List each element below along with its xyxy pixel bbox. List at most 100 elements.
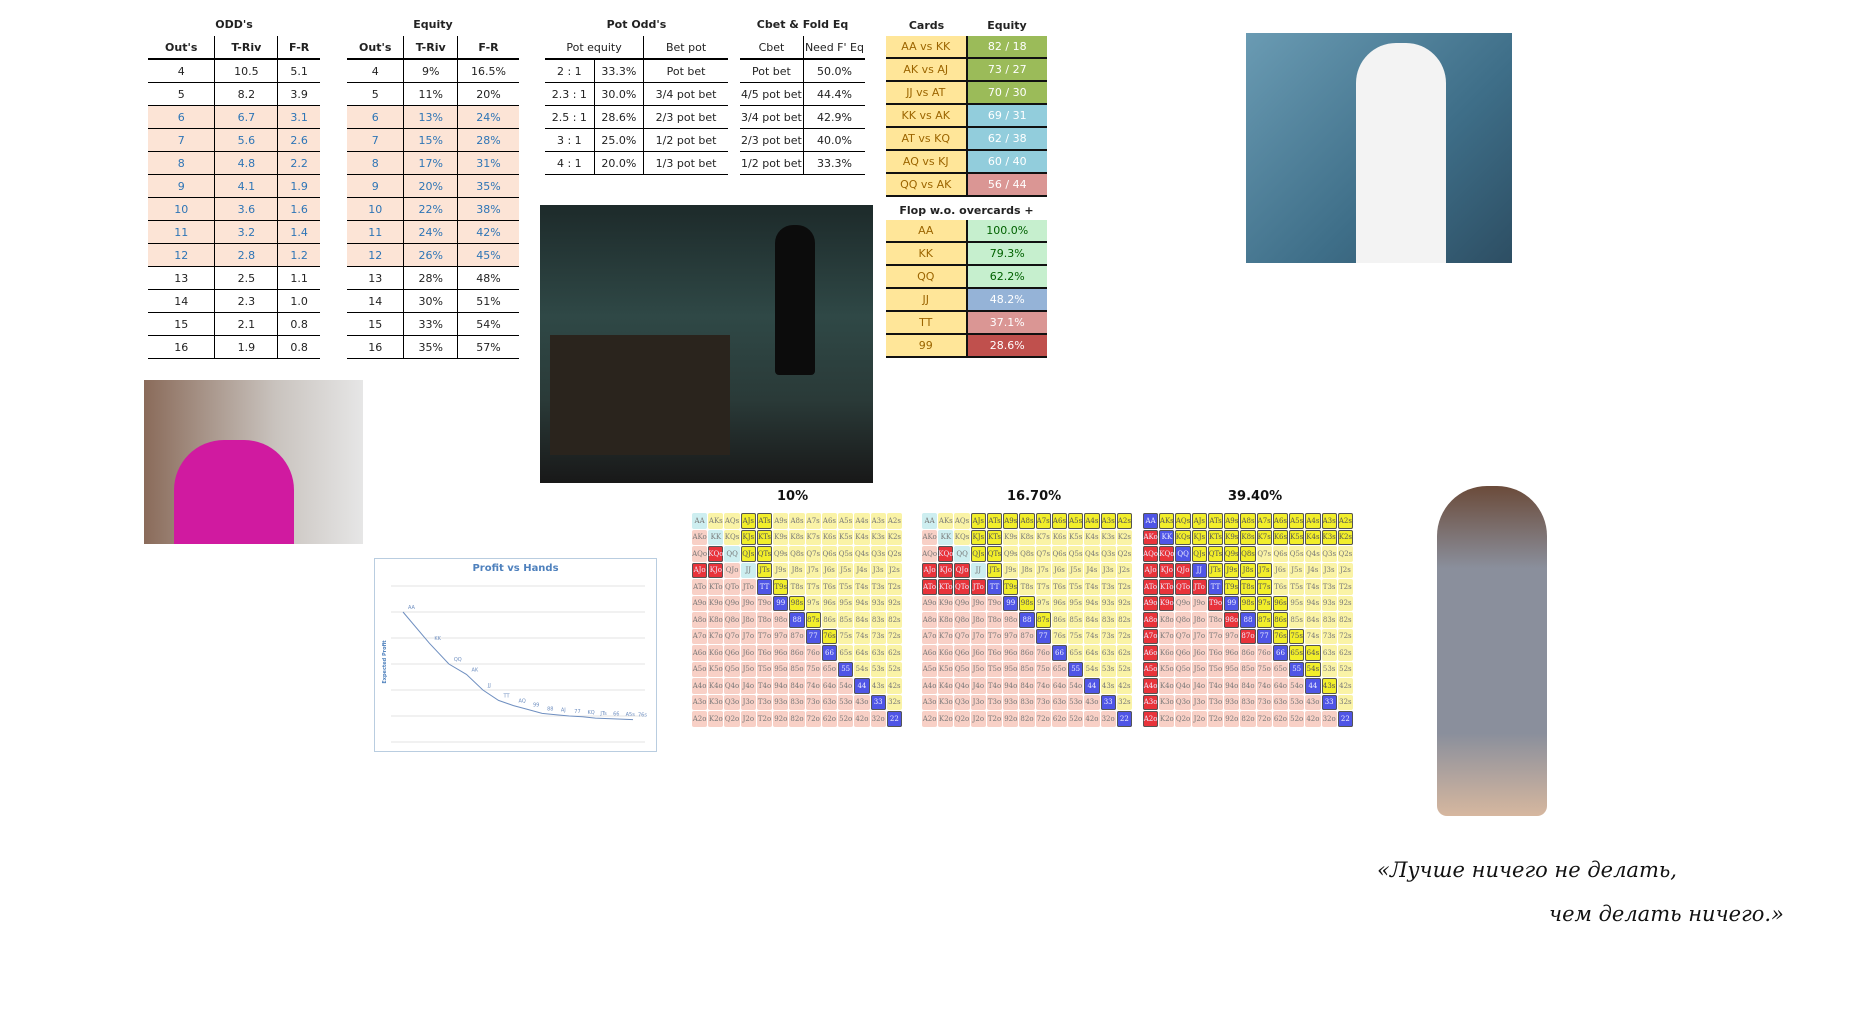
table-row: JJ vs AT 70 / 30 [886, 81, 1047, 105]
hand-cell: 64o [1051, 678, 1068, 694]
hand-cell: T8s [789, 579, 805, 595]
hand-cell: T4s [854, 579, 870, 595]
hand-cell: J5o [970, 661, 986, 677]
hand-cell: T4s [1084, 579, 1100, 595]
hand-cell: 99 [773, 595, 789, 611]
hand-cell: QJo [954, 562, 970, 578]
table-cell: 33.3% [593, 59, 644, 83]
hand-cell: 84o [1019, 678, 1035, 694]
hand-cell: Q5o [1175, 661, 1191, 677]
table-cell: 14 [347, 289, 404, 313]
hand-cell: 87o [789, 628, 805, 644]
hand-cell: Q4s [1305, 546, 1321, 562]
hand-cell: Q7o [724, 628, 740, 644]
table-row: 3/4 pot bet 42.9% [740, 105, 865, 129]
table-cell: 8.2 [214, 82, 278, 106]
hand-cell: A7o [1143, 628, 1159, 644]
hand-cell: A3o [1143, 694, 1159, 710]
hand-cell: T6o [1207, 645, 1224, 661]
hand-cell: ATo [692, 579, 708, 595]
hand-cell: Q2s [1337, 546, 1353, 562]
table-cell: 2.5 : 1 [545, 105, 595, 129]
hand-cell: 94o [1224, 678, 1240, 694]
hand-cell: 62s [1116, 645, 1132, 661]
hand-cell: AJs [970, 513, 986, 529]
hand-cell: T5s [1068, 579, 1084, 595]
hand-cell: T9s [1224, 579, 1240, 595]
point-label: JTs [599, 711, 607, 717]
hand-cell: 77 [1035, 628, 1051, 644]
hand-cell: JJ [1191, 562, 1207, 578]
hand-cell: T2o [986, 711, 1003, 727]
hand-cell: 53s [1100, 661, 1116, 677]
hand-cell: ATo [922, 579, 938, 595]
table-cell: 33% [403, 312, 458, 336]
hand-cell: T8s [1240, 579, 1256, 595]
header-row: Pot equity Bet pot [545, 36, 728, 60]
hand-cell: Q2o [954, 711, 970, 727]
hand-cell: A9o [922, 595, 938, 611]
hand-cell: 55 [1068, 661, 1084, 677]
hand-cell: 76s [1272, 628, 1289, 644]
table-cell: 3.2 [214, 220, 278, 244]
hand-cell: K2s [1116, 529, 1132, 545]
table-cell: 16 [347, 335, 404, 359]
hand-cell: 32s [1116, 694, 1132, 710]
hand-cell: K4s [854, 529, 870, 545]
hand-cell: T5o [756, 661, 773, 677]
hand-cell: AJo [1143, 562, 1159, 578]
hand-cell: 77 [805, 628, 821, 644]
hand-cell: 98s [1240, 595, 1256, 611]
table-cell: 42.9% [802, 105, 865, 129]
column-header: Cbet [740, 36, 804, 60]
hand-cell: Q5o [724, 661, 740, 677]
hand-cell: 94s [1084, 595, 1100, 611]
hand-cell: JTs [986, 562, 1003, 578]
hand-cell: Q3o [724, 694, 740, 710]
hand-cell: KTs [986, 529, 1003, 545]
table-row: 2.3 : 1 30.0% 3/4 pot bet [545, 82, 728, 106]
table-row: 15 33% 54% [347, 312, 519, 336]
table-row: 12 26% 45% [347, 243, 519, 267]
table-row: 14 30% 51% [347, 289, 519, 313]
table-cell: 3/4 pot bet [740, 105, 804, 129]
table-cell: 2.1 [214, 312, 278, 336]
hand-cell: ATs [986, 513, 1003, 529]
cards-cell: TT [886, 311, 967, 335]
hand-cell: T8o [756, 612, 773, 628]
cbet-title: Cbet & Fold Eq [756, 18, 849, 31]
table-cell: 1.2 [277, 243, 320, 267]
hand-cell: T9o [1207, 595, 1224, 611]
hand-cell: T7s [805, 579, 821, 595]
hand-cell: A8s [1019, 513, 1035, 529]
table-row: 2.5 : 1 28.6% 2/3 pot bet [545, 105, 728, 129]
table-row: 6 6.7 3.1 [148, 105, 320, 129]
table-cell: 7 [347, 128, 404, 152]
point-label: AQ [519, 699, 526, 705]
hand-cell: J9s [773, 562, 789, 578]
hand-cell: Q4o [724, 678, 740, 694]
hand-cell: QJo [724, 562, 740, 578]
hand-cell: 93o [1003, 694, 1019, 710]
hand-cell: 76s [821, 628, 838, 644]
hand-cell: K7s [1035, 529, 1051, 545]
table-cell: 16 [148, 335, 215, 359]
hand-cell: TT [986, 579, 1003, 595]
hand-cell: J5o [740, 661, 756, 677]
hand-cell: 42s [1337, 678, 1353, 694]
hand-cell: QTo [1175, 579, 1191, 595]
table-cell: 1/3 pot bet [643, 151, 728, 175]
hand-cell: 92o [773, 711, 789, 727]
hand-cell: 62s [886, 645, 902, 661]
hand-cell: 76s [1051, 628, 1068, 644]
table-row: 99 28.6% [886, 334, 1047, 358]
hand-cell: J4o [1191, 678, 1207, 694]
hand-cell: Q8o [1175, 612, 1191, 628]
hand-cell: K2o [708, 711, 724, 727]
chart-plot: AA KK QQ AK JJ TT AQ 99 88 AJ 77 KQ JTs 66 A5s 76s [391, 585, 647, 743]
hand-cell: JTs [756, 562, 773, 578]
hand-cell: J5s [838, 562, 854, 578]
hand-cell: J6o [970, 645, 986, 661]
table-cell: 1.6 [277, 197, 320, 221]
hand-cell: K5o [938, 661, 954, 677]
